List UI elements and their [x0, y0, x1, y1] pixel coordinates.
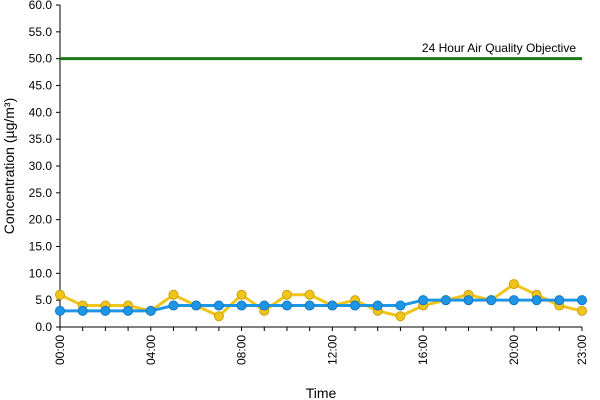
- x-tick-label: 00:00: [53, 335, 67, 365]
- series-1-point: [508, 279, 519, 290]
- series-2-point: [486, 295, 497, 306]
- y-tick-label: 30.0: [29, 159, 53, 173]
- series-1-point: [236, 289, 247, 300]
- series-2-point: [191, 300, 202, 311]
- y-tick-label: 60.0: [29, 0, 53, 12]
- series-2-point: [395, 300, 406, 311]
- x-tick-label: 16:00: [416, 335, 430, 365]
- series-1-point: [213, 311, 224, 322]
- series-2-point: [123, 305, 134, 316]
- series-2-point: [168, 300, 179, 311]
- series-2-point: [372, 300, 383, 311]
- series-2-point: [350, 300, 361, 311]
- x-tick-label: 12:00: [325, 335, 339, 365]
- y-tick-label: 50.0: [29, 52, 53, 66]
- y-tick-label: 25.0: [29, 186, 53, 200]
- y-tick-label: 5.0: [35, 293, 52, 307]
- series-1-point: [304, 289, 315, 300]
- series-2-point: [577, 295, 587, 306]
- y-tick-label: 10.0: [29, 266, 53, 280]
- series-2-point: [236, 300, 247, 311]
- series-1-point: [168, 289, 179, 300]
- y-tick-label: 15.0: [29, 240, 53, 254]
- plot-area: 0.0 5.0 10.0 15.0 20.0 25.0 30.0 35.0 40.0 45.0 50…: [29, 0, 589, 365]
- x-tick-label: 23:00: [575, 335, 589, 365]
- x-tick-label: 20:00: [507, 335, 521, 365]
- series-1-point: [395, 311, 406, 322]
- series-2-point: [259, 300, 270, 311]
- reference-line-label: 24 Hour Air Quality Objective: [422, 41, 576, 55]
- series-2-point: [531, 295, 542, 306]
- x-axis-title: Time: [306, 385, 337, 400]
- series-1-point: [55, 289, 65, 300]
- y-tick-label: 35.0: [29, 132, 53, 146]
- series-2-point: [418, 295, 429, 306]
- series-2-point: [554, 295, 565, 306]
- series-2-point: [440, 295, 451, 306]
- x-tick-label: 04:00: [144, 335, 158, 365]
- y-tick-label: 45.0: [29, 79, 53, 93]
- series-2-point: [508, 295, 519, 306]
- series-2-point: [145, 305, 156, 316]
- y-tick-label: 20.0: [29, 213, 53, 227]
- series-2-point: [281, 300, 292, 311]
- series-2-point: [327, 300, 338, 311]
- series-2-point: [463, 295, 474, 306]
- series-2-point: [304, 300, 315, 311]
- series-1-point: [577, 305, 587, 316]
- series-1-point: [281, 289, 292, 300]
- y-tick-label: 55.0: [29, 25, 53, 39]
- y-tick-label: 40.0: [29, 105, 53, 119]
- series-2-point: [77, 305, 88, 316]
- series-2-point: [55, 305, 65, 316]
- series-2-point: [213, 300, 224, 311]
- series-2-point: [100, 305, 111, 316]
- y-axis-title: Concentration (µg/m³): [1, 98, 17, 234]
- x-tick-label: 08:00: [235, 335, 249, 365]
- y-tick-label: 0.0: [35, 320, 52, 334]
